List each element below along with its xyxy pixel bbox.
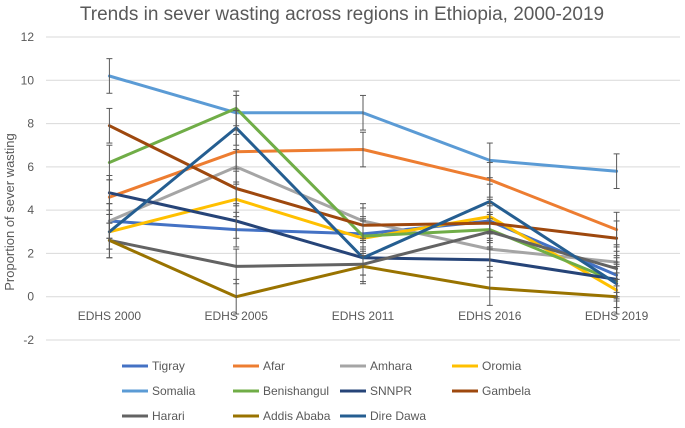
x-axis-ticks: EDHS 2000 EDHS 2005 EDHS 2011 EDHS 2016 EDHS…: [78, 309, 649, 323]
y-tick-label: 4: [27, 203, 34, 217]
y-tick-label: 0: [27, 290, 34, 304]
x-tick-label: EDHS 2005: [205, 309, 269, 323]
legend-label: Dire Dawa: [370, 409, 426, 423]
y-axis-title: Proportion of sever wasting: [2, 133, 17, 291]
legend-label: Tigray: [152, 359, 185, 373]
x-tick-label: EDHS 2016: [458, 309, 522, 323]
chart-title: Trends in sever wasting across regions i…: [80, 4, 604, 25]
legend: Tigray Afar Amhara Oromia Somalia Benishangul…: [122, 359, 531, 423]
legend-label: Oromia: [482, 359, 522, 373]
x-tick-label: EDHS 2000: [78, 309, 142, 323]
legend-label: Addis Ababa: [263, 409, 331, 423]
error-bars: [106, 58, 620, 315]
x-tick-label: EDHS 2019: [585, 309, 649, 323]
y-tick-label: 6: [27, 160, 34, 174]
y-tick-label: 10: [21, 73, 35, 87]
legend-label: SNNPR: [370, 384, 412, 398]
y-tick-label: -2: [23, 333, 34, 347]
legend-label: Gambela: [482, 384, 531, 398]
legend-label: Harari: [152, 409, 185, 423]
y-axis-ticks: -2 0 2 4 6 8 10 12: [21, 30, 35, 347]
x-tick-label: EDHS 2011: [332, 309, 395, 323]
y-tick-label: 12: [21, 30, 35, 44]
legend-label: Benishangul: [263, 384, 329, 398]
legend-label: Somalia: [152, 384, 196, 398]
y-tick-label: 8: [27, 117, 34, 131]
y-tick-label: 2: [27, 246, 34, 260]
legend-label: Amhara: [370, 359, 412, 373]
legend-label: Afar: [263, 359, 285, 373]
